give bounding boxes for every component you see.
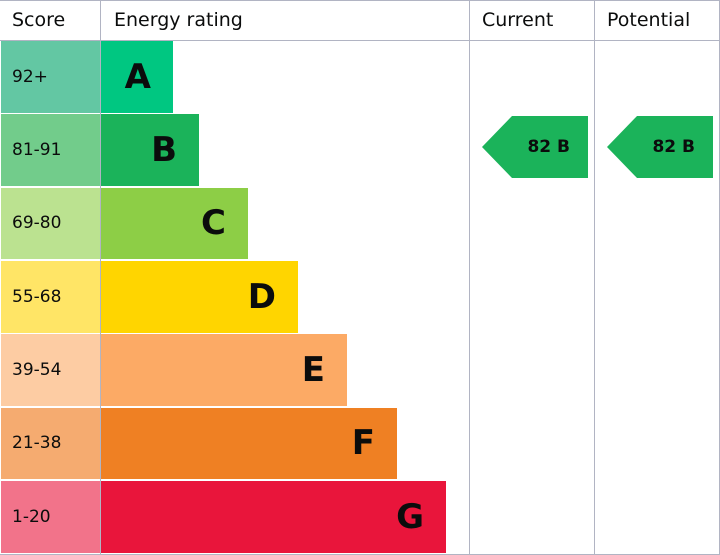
- score-cell-e: 39-54: [1, 334, 100, 406]
- score-cell-c: 69-80: [1, 187, 100, 260]
- divider: [594, 0, 595, 555]
- score-cell-a: 92+: [1, 41, 100, 113]
- score-cell-g: 1-20: [1, 480, 100, 553]
- potential-rating-label: 82 B: [652, 137, 695, 158]
- score-cell-b: 81-91: [1, 114, 100, 187]
- header-score: Score: [12, 9, 66, 31]
- divider: [0, 40, 720, 41]
- rating-bar-e: E: [101, 334, 347, 406]
- current-arrow-shape: [482, 116, 588, 179]
- header-current: Current: [482, 9, 554, 31]
- rating-bar-f: F: [101, 407, 397, 480]
- current-rating-arrow: 82 B: [482, 116, 588, 179]
- divider: [469, 0, 470, 555]
- divider: [0, 0, 720, 1]
- potential-arrow-shape: [607, 116, 713, 179]
- rating-bar-b: B: [101, 114, 199, 187]
- rating-bar-a: A: [101, 41, 173, 113]
- potential-rating-arrow: 82 B: [607, 116, 713, 179]
- header-potential: Potential: [607, 9, 691, 31]
- score-cell-f: 21-38: [1, 407, 100, 480]
- current-rating-label: 82 B: [527, 137, 570, 158]
- divider: [100, 0, 101, 555]
- rating-bar-g: G: [101, 480, 446, 553]
- header-energy-rating: Energy rating: [114, 9, 243, 31]
- rating-bar-d: D: [101, 260, 298, 333]
- rating-bar-c: C: [101, 187, 248, 260]
- score-cell-d: 55-68: [1, 260, 100, 333]
